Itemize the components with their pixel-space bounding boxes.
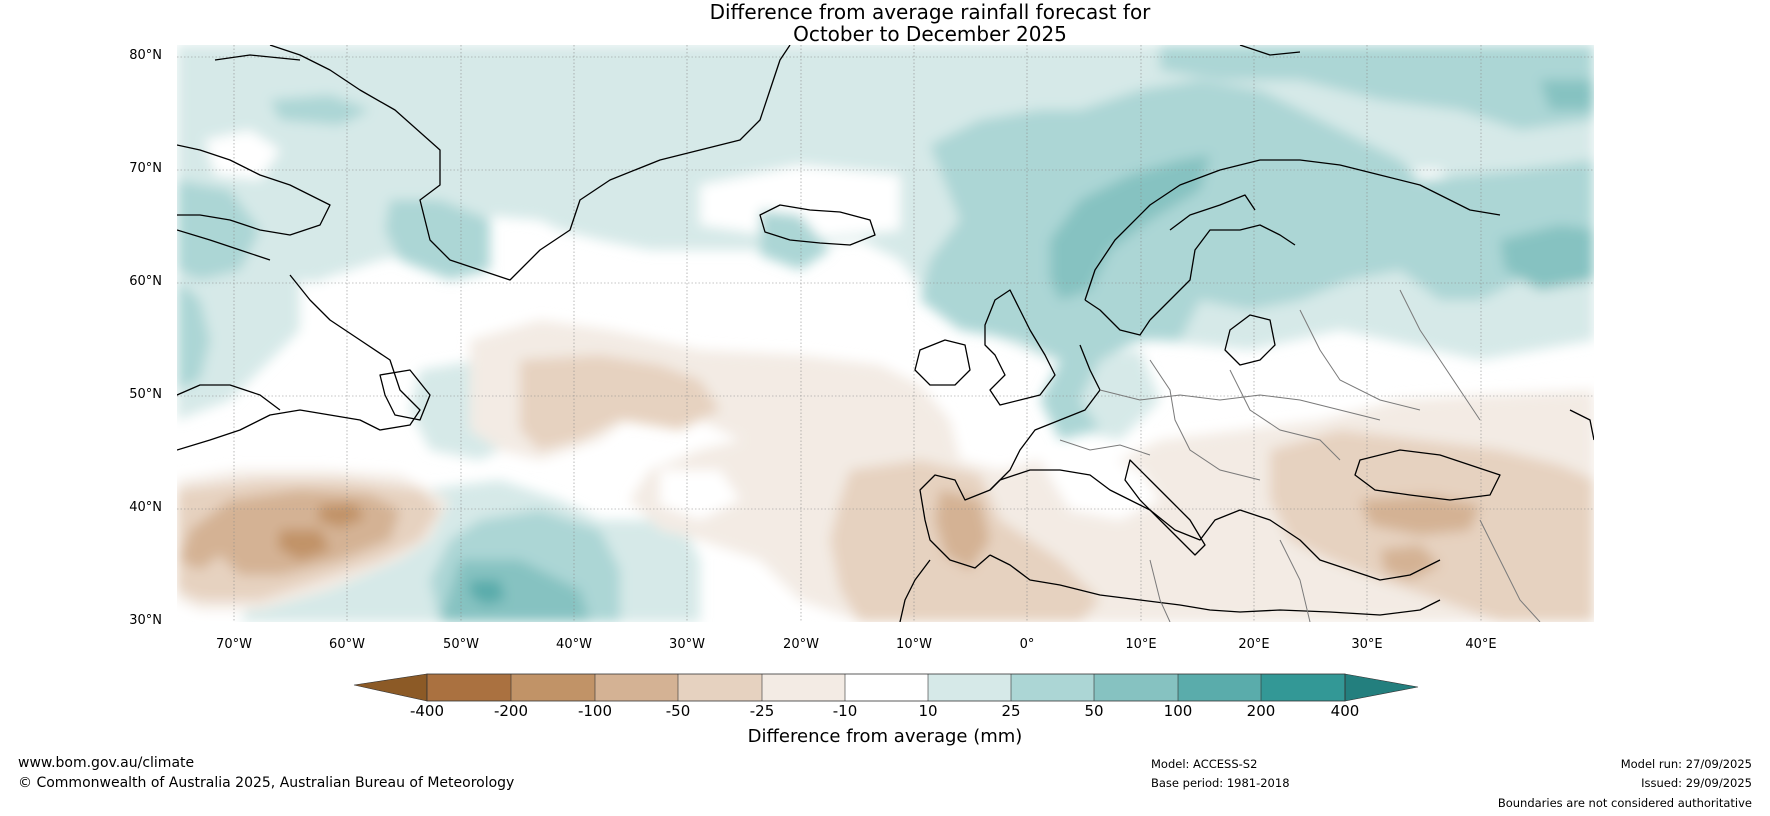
colorbar-bin xyxy=(928,674,1011,701)
coastlines xyxy=(177,45,1594,622)
colorbar xyxy=(353,673,1419,702)
lon-label: 10°W xyxy=(896,637,932,652)
lon-label: 20°E xyxy=(1238,637,1270,652)
colorbar-tick-label: 25 xyxy=(1001,702,1021,720)
lon-label: 20°W xyxy=(783,637,819,652)
map-title-line-2: October to December 2025 xyxy=(793,22,1067,46)
lon-label: 70°W xyxy=(216,637,252,652)
colorbar-tick-label: 50 xyxy=(1084,702,1104,720)
lon-label: 30°E xyxy=(1351,637,1383,652)
colorbar-bin xyxy=(1261,674,1345,701)
website-link[interactable]: www.bom.gov.au/climate xyxy=(18,755,195,771)
colorbar-tick-label: -400 xyxy=(409,702,445,720)
colorbar-tick-label: 10 xyxy=(918,702,938,720)
colorbar-tick-label: -25 xyxy=(749,702,775,720)
colorbar-tick-label: -100 xyxy=(577,702,613,720)
lat-label: 30°N xyxy=(129,613,162,628)
lon-label: 10°E xyxy=(1125,637,1157,652)
colorbar-tick-label: -10 xyxy=(832,702,858,720)
model-text: Model: ACCESS-S2 xyxy=(1151,757,1258,771)
lat-label: 60°N xyxy=(129,274,162,289)
colorbar-tick-label: -50 xyxy=(665,702,691,720)
lon-label: 40°E xyxy=(1465,637,1497,652)
country-borders xyxy=(1059,289,1541,622)
colorbar-extend-high xyxy=(1344,673,1419,702)
anomaly-field xyxy=(177,45,1594,622)
lat-label: 40°N xyxy=(129,500,162,515)
colorbar-bin xyxy=(427,674,511,701)
colorbar-bin xyxy=(595,674,678,701)
colorbar-bin xyxy=(1094,674,1178,701)
colorbar-bin xyxy=(1178,674,1261,701)
colorbar-tick-label: -200 xyxy=(493,702,529,720)
base-period-text: Base period: 1981-2018 xyxy=(1151,776,1290,790)
colorbar-bin xyxy=(678,674,762,701)
lon-label: 0° xyxy=(1019,637,1035,652)
lat-label: 80°N xyxy=(129,48,162,63)
colorbar-title: Difference from average (mm) xyxy=(747,726,1023,747)
map-title-line-1: Difference from average rainfall forecas… xyxy=(709,0,1151,24)
colorbar-bin xyxy=(845,674,928,701)
copyright-text: © Commonwealth of Australia 2025, Austra… xyxy=(18,775,515,791)
lon-label: 30°W xyxy=(669,637,705,652)
model-run-text: Model run: 27/09/2025 xyxy=(1620,757,1752,771)
lat-label: 50°N xyxy=(129,387,162,402)
lon-label: 50°W xyxy=(443,637,479,652)
colorbar-bin xyxy=(511,674,595,701)
colorbar-bin xyxy=(762,674,845,701)
lon-label: 40°W xyxy=(556,637,592,652)
colorbar-tick-label: 100 xyxy=(1163,702,1193,720)
lat-label: 70°N xyxy=(129,161,162,176)
issued-text: Issued: 29/09/2025 xyxy=(1641,776,1752,790)
disclaimer-text: Boundaries are not considered authoritat… xyxy=(1497,796,1752,810)
colorbar-tick-label: 400 xyxy=(1330,702,1360,720)
colorbar-extend-low xyxy=(353,673,428,702)
lon-label: 60°W xyxy=(329,637,365,652)
colorbar-bin xyxy=(1011,674,1094,701)
colorbar-tick-label: 200 xyxy=(1246,702,1276,720)
